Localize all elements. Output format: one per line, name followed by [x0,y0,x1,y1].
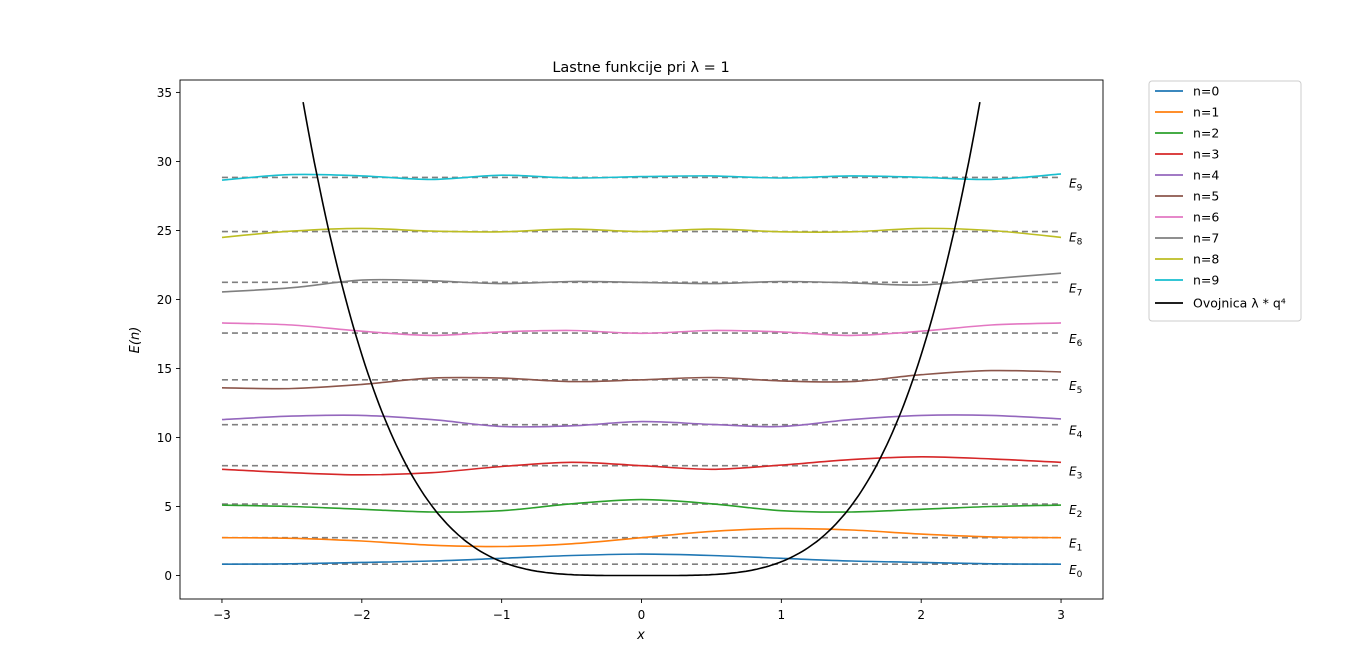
y-tick-label: 5 [164,500,172,514]
series-line [221,527,1062,548]
legend-item: n=6 [1155,210,1219,225]
legend-label: n=7 [1193,231,1219,246]
energy-level-labels: E0 E1 E2 E3 E4 E5 E6 E7 E8 E9 [1069,176,1083,580]
series-line [221,498,1062,513]
y-tick-label: 35 [157,86,172,100]
series-line [221,173,1062,181]
legend-label: n=6 [1193,210,1219,225]
legend-item: n=5 [1155,189,1219,204]
legend-item: n=0 [1155,84,1219,99]
plot-frame [179,79,1104,600]
x-tick-label: −2 [353,608,371,622]
y-tick-label: 20 [157,293,172,307]
energy-level-label: E5 [1069,379,1082,396]
y-tick-label: 25 [157,224,172,238]
energy-level-label: E3 [1069,465,1082,482]
legend-label: n=9 [1193,273,1219,288]
x-tick-label: −1 [493,608,511,622]
energy-level-label: E0 [1069,563,1083,580]
legend-box [1148,80,1302,322]
y-tick-label: 0 [164,569,172,583]
legend-item: n=4 [1155,168,1219,183]
energy-level-label: E7 [1069,281,1082,298]
series-line [221,272,1062,293]
energy-level-label: E4 [1069,424,1083,441]
legend-label: n=4 [1193,168,1219,183]
x-tick-label: −3 [213,608,231,622]
y-tick-label: 10 [157,431,172,445]
legend-label: n=8 [1193,252,1219,267]
chart-title: Lastne funkcije pri λ = 1 [552,60,729,76]
series-line [221,553,1062,565]
x-axis-label: x [636,628,645,643]
legend-label: n=0 [1193,84,1219,99]
series-line [221,414,1062,428]
legend-label: Ovojnica λ * q⁴ [1193,296,1286,311]
series-line [221,369,1062,390]
x-tick-label: 1 [778,608,786,622]
energy-level-label: E6 [1069,332,1083,349]
x-axis-ticks: −3 −2 −1 0 1 2 3 [213,599,1065,622]
x-tick-label: 3 [1057,608,1065,622]
legend-item: n=2 [1155,126,1219,141]
y-tick-label: 15 [157,362,172,376]
plot-lines [221,101,1062,577]
energy-level-label: E8 [1069,231,1083,248]
series-line [221,322,1062,337]
legend-label: n=3 [1193,147,1219,162]
legend-label: n=5 [1193,189,1219,204]
y-tick-label: 30 [157,155,172,169]
legend-item: n=9 [1155,273,1219,288]
legend-label: n=1 [1193,105,1219,120]
x-tick-label: 2 [917,608,925,622]
y-axis-ticks: 0 5 10 15 20 25 30 35 [157,86,180,583]
legend-item: Ovojnica λ * q⁴ [1155,296,1286,311]
y-axis-label: E(n) [128,327,143,354]
legend-items: n=0 n=1 n=2 n=3 n=4 n=5 n=6 n=7 n=8 n=9 Ovojnica λ… [1155,84,1286,311]
legend-item: n=8 [1155,252,1219,267]
x-tick-label: 0 [638,608,646,622]
legend-item: n=1 [1155,105,1219,120]
series-line [221,227,1062,239]
energy-level-label: E1 [1069,537,1082,554]
legend-item: n=3 [1155,147,1219,162]
series-line [302,101,981,577]
legend: n=0 n=1 n=2 n=3 n=4 n=5 n=6 n=7 n=8 n=9 Ovojnica λ… [1148,80,1302,322]
legend-label: n=2 [1193,126,1219,141]
legend-item: n=7 [1155,231,1219,246]
series-line [221,455,1062,476]
energy-level-label: E9 [1069,176,1083,193]
energy-level-label: E2 [1069,503,1082,520]
